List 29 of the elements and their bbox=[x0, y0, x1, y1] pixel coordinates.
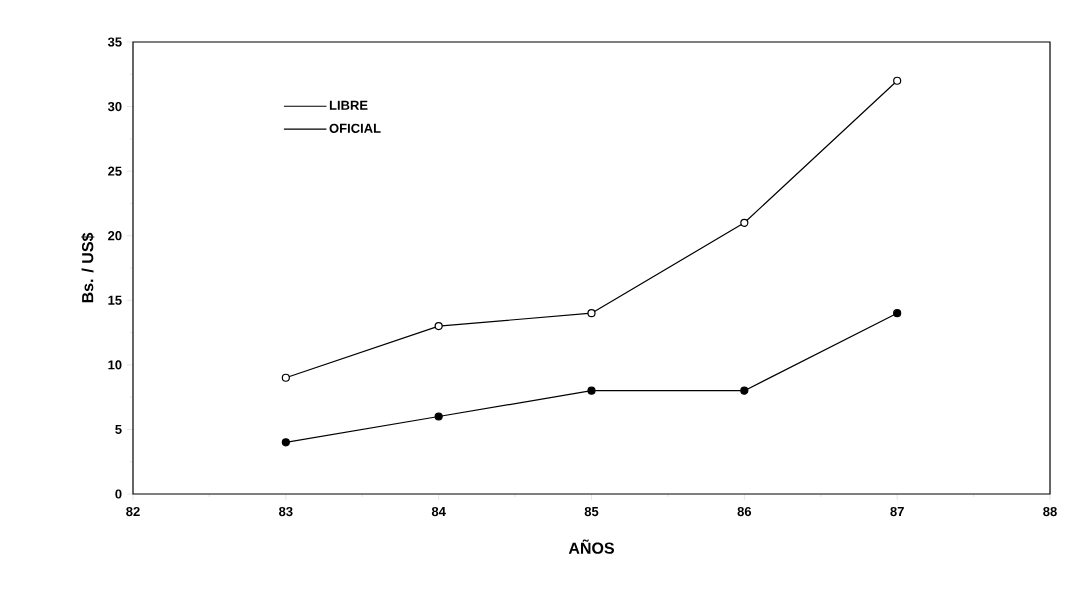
point bbox=[434, 322, 443, 331]
y-tick-label: 25 bbox=[108, 166, 122, 176]
x-tick-label: 85 bbox=[584, 506, 599, 517]
point bbox=[893, 309, 902, 318]
point bbox=[281, 373, 290, 382]
y-axis-title: Bs. / US$ bbox=[81, 232, 95, 303]
point bbox=[434, 412, 443, 421]
y-tick-label: 35 bbox=[107, 37, 122, 47]
y-tick-label: 30 bbox=[107, 101, 122, 112]
point bbox=[740, 386, 749, 395]
legend-label: LIBRE bbox=[329, 100, 368, 110]
y-tick-label: 5 bbox=[115, 424, 122, 434]
x-tick-label: 82 bbox=[126, 506, 140, 517]
y-tick-label: 10 bbox=[108, 360, 122, 370]
x-tick-label: 83 bbox=[279, 506, 293, 517]
point bbox=[281, 438, 290, 447]
x-tick-label: 86 bbox=[737, 506, 752, 517]
legend-label: OFICIAL bbox=[329, 123, 381, 133]
y-tick-label: 15 bbox=[108, 295, 122, 305]
x-tick-label: 84 bbox=[431, 506, 446, 517]
point bbox=[587, 386, 596, 395]
y-tick-label: 0 bbox=[115, 489, 122, 499]
y-tick-label: 20 bbox=[108, 231, 122, 241]
point bbox=[740, 218, 749, 227]
x-tick-label: 88 bbox=[1043, 506, 1057, 517]
x-axis-title: AÑOS bbox=[568, 539, 614, 554]
point bbox=[587, 309, 596, 318]
x-tick-label: 87 bbox=[890, 506, 904, 517]
point bbox=[893, 76, 902, 85]
